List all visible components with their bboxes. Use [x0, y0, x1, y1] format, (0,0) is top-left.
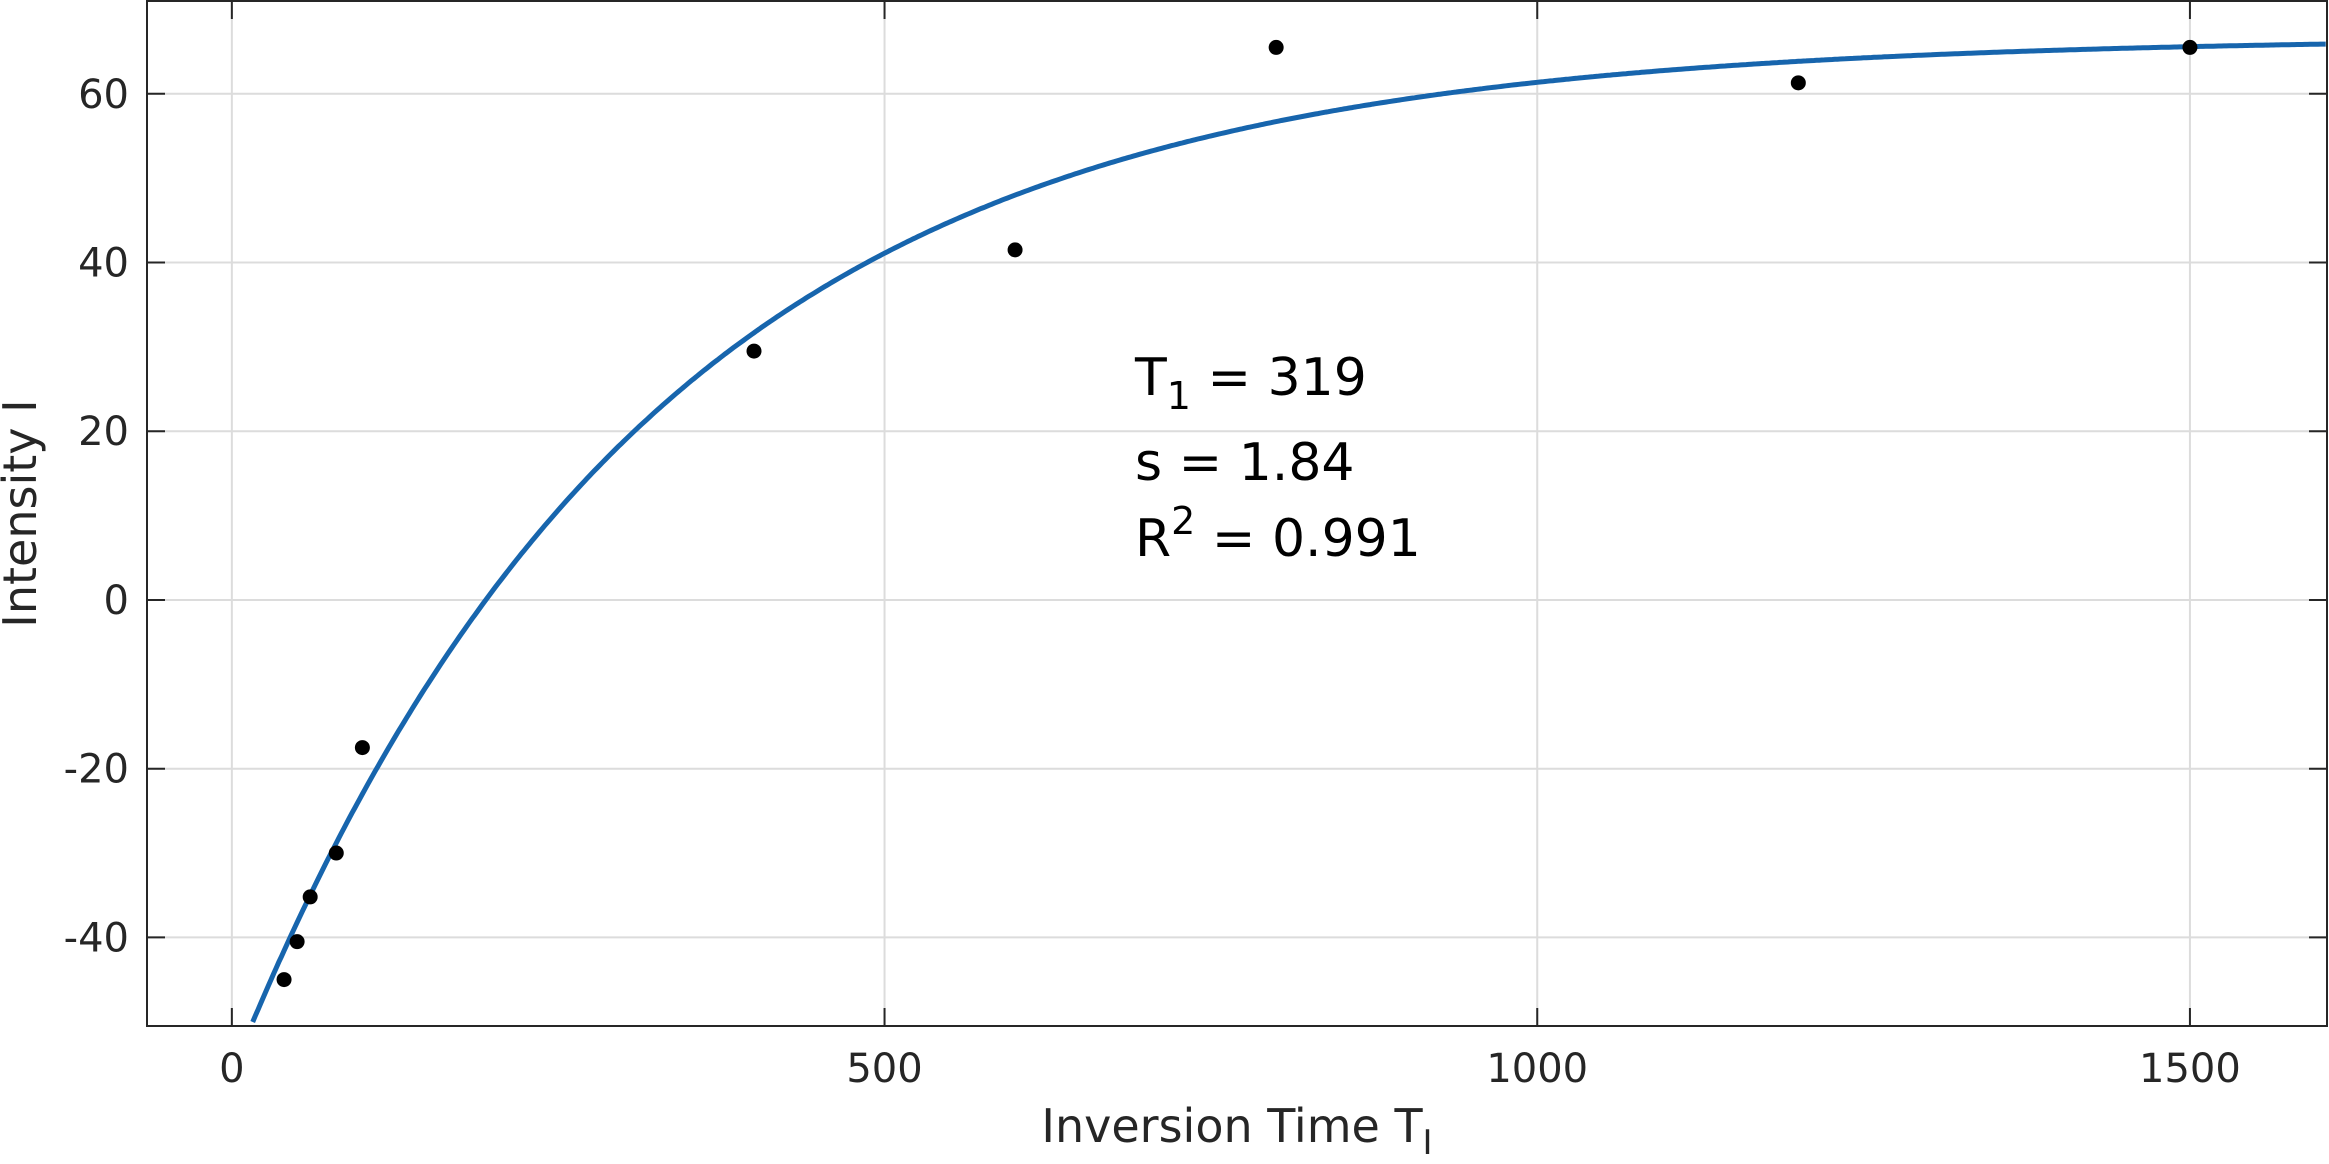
y-axis-title: Intensity I — [0, 399, 47, 627]
data-point — [1268, 39, 1284, 55]
data-point — [1790, 75, 1806, 91]
data-point — [302, 889, 318, 905]
y-tick-label: 0 — [104, 578, 129, 624]
x-axis-title-main: Inversion Time T — [1041, 1099, 1423, 1153]
axis-ticks: 0 500 1000 1500 -40 -20 0 20 40 60 — [64, 1, 2327, 1092]
t1-subscript: 1 — [1167, 374, 1191, 418]
data-point — [2182, 39, 2198, 55]
y-tick-label: 40 — [78, 241, 129, 287]
t1-symbol: T — [1134, 348, 1167, 408]
t1-annotation: T1 = 319 — [1134, 348, 1367, 418]
t1-value: = 319 — [1191, 348, 1367, 408]
data-points — [276, 39, 2198, 988]
s-annotation: s = 1.84 — [1135, 433, 1355, 493]
x-axis-title: Inversion Time TI — [1041, 1099, 1432, 1163]
data-point — [354, 740, 370, 756]
x-tick-label: 1500 — [2139, 1046, 2241, 1092]
y-tick-label: 60 — [78, 72, 129, 118]
data-point — [328, 845, 344, 861]
plot-frame — [146, 0, 2328, 1027]
y-tick-label: -40 — [64, 915, 129, 961]
data-point — [746, 343, 762, 359]
r2-value: = 0.991 — [1195, 509, 1421, 569]
r2-symbol: R — [1135, 509, 1171, 569]
data-point — [1007, 242, 1023, 258]
data-point — [276, 972, 292, 988]
x-axis-title-subscript: I — [1423, 1123, 1433, 1163]
grid — [147, 1, 2327, 1026]
fit-annotation: T1 = 319 s = 1.84 R2 = 0.991 — [1134, 348, 1421, 569]
data-point — [289, 934, 305, 950]
x-tick-label: 1000 — [1486, 1046, 1588, 1092]
r2-superscript: 2 — [1171, 499, 1195, 543]
y-tick-label: -20 — [64, 747, 129, 793]
r2-annotation: R2 = 0.991 — [1135, 499, 1421, 569]
x-tick-label: 0 — [219, 1046, 244, 1092]
fit-curve-line — [250, 41, 2326, 1023]
x-tick-label: 500 — [846, 1046, 922, 1092]
y-tick-label: 20 — [78, 409, 129, 455]
